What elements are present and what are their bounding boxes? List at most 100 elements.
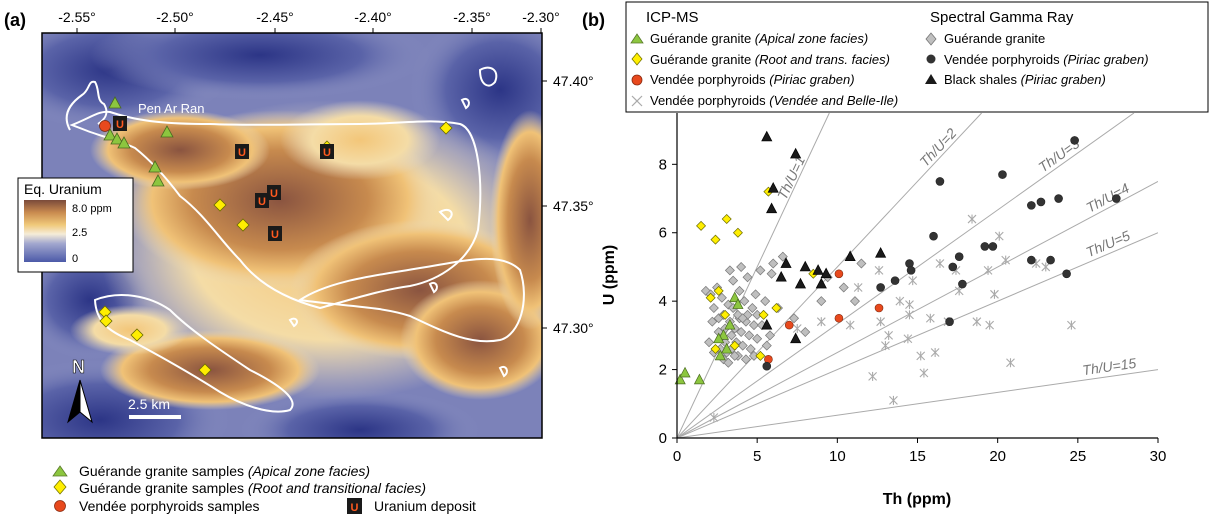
x-axis-label: Th (ppm): [883, 491, 951, 508]
legend-sgr-black-shales: Black shales (Piriac graben): [944, 72, 1106, 87]
circle-marker: [988, 242, 998, 251]
circle-marker: [834, 313, 844, 323]
map-top-tick-label: -2.40°: [354, 9, 392, 25]
diamond-marker: [800, 326, 811, 337]
diamond-marker: [789, 313, 800, 324]
colorbar-mid: 2.5: [72, 227, 87, 239]
diamond-marker: [752, 333, 763, 344]
map-legend-item-vendee: Vendée porphyroids samples: [54, 498, 260, 514]
legend-sgr-guerande: Guérande granite: [944, 31, 1045, 46]
map-top-tick-label: -2.35°: [453, 9, 491, 25]
triangle-marker: [761, 130, 773, 142]
y-tick-label: 2: [659, 362, 667, 379]
circle-marker: [1036, 197, 1046, 207]
circle-marker-icon: [54, 500, 66, 512]
triangle-marker: [799, 260, 811, 272]
map-right-ticks: 47.40° 47.35° 47.30°: [542, 73, 594, 336]
asterisk-marker: [1006, 358, 1015, 368]
diamond-marker-icon: [439, 121, 453, 135]
diamond-marker: [708, 303, 719, 313]
diamond-marker: [748, 320, 759, 331]
y-tick-label: 6: [659, 225, 667, 242]
map-right-tick-label: 47.35°: [553, 198, 594, 214]
circle-marker: [945, 317, 954, 326]
diamond-marker: [729, 340, 740, 351]
triangle-marker: [732, 298, 744, 309]
x-tick-label: 0: [673, 448, 681, 465]
asterisk-marker: [985, 320, 995, 330]
asterisk-marker: [816, 317, 826, 327]
diamond-marker: [764, 330, 775, 341]
colorbar-min: 0: [72, 253, 78, 265]
uranium-deposit-letter: U: [238, 147, 246, 159]
triangle-marker-icon: [148, 160, 162, 173]
ratio-line-label: Th/U=5: [1083, 227, 1132, 260]
triangle-marker-icon: [630, 33, 644, 44]
y-ticks: 0 2 4 6 8: [659, 156, 677, 447]
diamond-marker: [739, 296, 750, 307]
circle-marker: [935, 177, 945, 186]
colorbar: Eq. Uranium 8.0 ppm 2.5 0: [17, 177, 134, 273]
series-5: [762, 136, 1121, 371]
triangle-marker: [721, 342, 733, 354]
triangle-marker: [761, 318, 773, 330]
uranium-deposit-icon: [267, 185, 281, 200]
diamond-marker: [771, 303, 782, 313]
triangle-marker-icon: [117, 136, 131, 149]
panel-b-chart: (b) ICP-MS Spectral Gamma Ray Guérande g…: [582, 1, 1209, 508]
asterisk-marker: [919, 368, 929, 378]
circle-marker: [1112, 194, 1121, 203]
diamond-marker: [728, 275, 739, 286]
diamond-marker: [696, 220, 707, 231]
x-tick-label: 25: [1069, 448, 1086, 465]
uranium-deposit-letter: U: [271, 229, 279, 241]
triangle-marker: [875, 247, 887, 258]
north-label: N: [72, 357, 85, 377]
uranium-deposit-icon: [113, 116, 127, 131]
circle-marker: [1054, 194, 1063, 203]
circle-marker: [784, 320, 794, 330]
diamond-marker: [758, 309, 769, 320]
diamond-marker: [737, 340, 748, 351]
map-right-tick-label: 47.30°: [553, 320, 594, 336]
triangle-marker: [729, 291, 741, 303]
uranium-map: [42, 33, 542, 438]
diamond-marker: [750, 289, 761, 300]
triangle-marker: [767, 182, 779, 193]
diamond-marker-icon: [236, 218, 250, 232]
series-0: [674, 291, 744, 385]
y-axis-label: U (ppm): [601, 245, 618, 305]
asterisk-marker: [874, 265, 884, 275]
asterisk-marker: [935, 259, 945, 269]
circle-marker: [1046, 255, 1055, 265]
circle-marker: [980, 242, 990, 251]
colorbar-title: Eq. Uranium: [24, 181, 102, 197]
x-ticks: 0 5 10 15 20 25 30: [673, 438, 1166, 465]
diamond-marker-icon: [99, 314, 113, 328]
asterisk-marker: [905, 300, 914, 310]
triangle-marker: [775, 270, 787, 282]
triangle-marker: [714, 349, 726, 361]
circle-marker: [1070, 136, 1079, 145]
diamond-marker-icon: [198, 363, 212, 377]
asterisk-marker: [792, 324, 802, 334]
triangle-marker: [812, 264, 824, 275]
chart-legend: ICP-MS Spectral Gamma Ray Guérande grani…: [625, 1, 1209, 113]
diamond-marker: [721, 214, 732, 225]
legend-title-icpms: ICP-MS: [646, 9, 699, 26]
triangle-marker: [679, 366, 691, 378]
map-legend-text-vendee: Vendée porphyroids samples: [79, 498, 260, 514]
circle-marker-icon: [99, 120, 111, 132]
diamond-marker-icon: [130, 328, 144, 342]
diamond-marker: [726, 330, 737, 341]
scale-label: 2.5 km: [128, 396, 170, 412]
legend-icpms-vendee-piriac: Vendée porphyroids (Piriac graben): [650, 72, 855, 87]
diamond-marker: [768, 258, 779, 269]
diamond-marker: [734, 285, 745, 296]
map-legend-text-root: Guérande granite samples (Root and trans…: [79, 480, 426, 496]
x-tick-label: 10: [829, 448, 846, 465]
map-legend-item-uranium: U Uranium deposit: [347, 498, 476, 514]
asterisk-marker: [925, 313, 935, 323]
map-legend-text-uranium: Uranium deposit: [374, 498, 476, 514]
